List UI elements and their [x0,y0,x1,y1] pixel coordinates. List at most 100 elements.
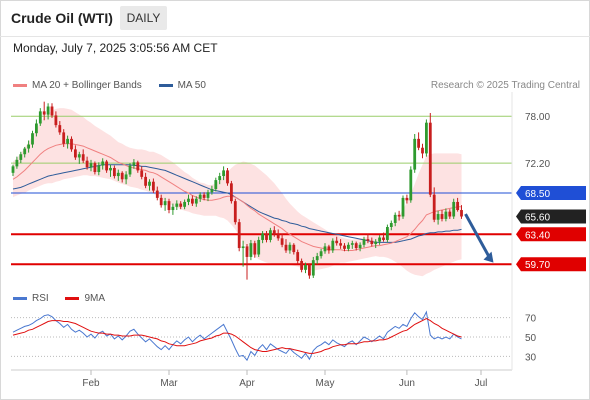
candle-body [226,170,229,184]
rsi-tick-70: 70 [525,314,537,325]
candle-body [452,201,456,217]
candle [233,198,237,225]
candle [11,164,15,177]
candle-body [183,201,186,207]
candle-body [374,241,378,244]
candle [97,162,101,176]
legend-label-9ma: 9MA [84,293,106,304]
candle [366,233,370,244]
candle [66,135,69,149]
candle [362,236,366,248]
candle-body [206,192,210,198]
candle-body [171,206,175,211]
candle [405,194,409,204]
candle-body [323,246,327,252]
candle [198,192,202,202]
candle [288,242,292,254]
candle [421,143,424,159]
candle-body [81,154,85,161]
candle-body [237,222,241,249]
candle [183,199,186,210]
x-tick-Mar: Mar [160,378,178,389]
candle-body [405,197,409,201]
candle [428,112,432,198]
candle [155,186,159,201]
x-tick-Apr: Apr [239,378,255,389]
legend-item-ma20: MA 20 + Bollinger Bands [13,80,142,91]
ma20-line [12,143,462,251]
candle-body [265,233,268,240]
candle-body [116,172,120,177]
candle [202,192,206,201]
forecast-arrow-shaft [464,213,491,259]
candle-body [249,243,253,257]
candle-body [389,222,393,228]
candle-body [319,251,323,257]
candle-body [315,256,319,261]
candle-body [276,234,280,239]
level-tag-68.50 [516,186,586,201]
legend-swatch-ma50 [158,83,173,87]
candle-body [202,194,206,198]
candle [389,220,393,231]
bollinger-band [13,108,462,277]
candle [409,166,413,203]
candle-body [77,154,81,158]
candle [171,203,175,215]
candle [300,258,303,273]
candle [241,240,245,267]
candle [253,240,257,258]
candle-body [38,111,42,124]
candle [296,249,300,264]
candle [397,210,401,221]
candle-body [378,237,381,242]
candle-body [393,214,397,223]
legend-label-ma20: MA 20 + Bollinger Bands [32,80,142,91]
candle [101,158,105,170]
datetime-label: Monday, July 7, 2025 3:05:56 AM CET [13,41,218,55]
legend-item-ma50: MA 50 [158,80,206,91]
x-tick-Feb: Feb [82,378,100,389]
candle-body [222,170,225,177]
candle [140,166,144,180]
candle [124,171,128,185]
candle-body [85,160,89,168]
rsi-pane: 70 50 30 [11,310,537,363]
candle [27,140,30,153]
candle-body [159,197,163,206]
candle [327,244,331,254]
candle-body [136,162,140,171]
candle-body [343,245,346,249]
candle [269,227,272,243]
legend-item-rsi: RSI [13,293,49,304]
level-label-72.20: 72.20 [525,159,550,170]
candle [440,210,444,222]
candle [272,226,276,237]
candle-body [214,180,218,189]
candle [382,232,385,242]
candle [230,180,233,204]
candle [432,187,436,223]
rsi-9ma-line [12,318,462,354]
candle-body [354,243,358,249]
candle [70,136,73,152]
candle [210,185,214,195]
candle [175,200,179,211]
candle-body [296,252,300,261]
candle-body [440,214,444,219]
candle-body [272,230,276,235]
candle-body [194,198,198,204]
level-label-78.00: 78.00 [525,112,550,123]
candle-body [66,138,69,144]
candle-body [19,154,23,160]
period-button[interactable]: DAILY [120,6,167,30]
candle-body [35,123,38,134]
candle [339,239,342,249]
legend-swatch-rsi [13,296,27,300]
candle-body [140,170,144,177]
candle-body [124,174,128,180]
candle [444,208,448,222]
candle-body [218,176,222,181]
candle-body [11,166,15,173]
candle [358,242,362,252]
